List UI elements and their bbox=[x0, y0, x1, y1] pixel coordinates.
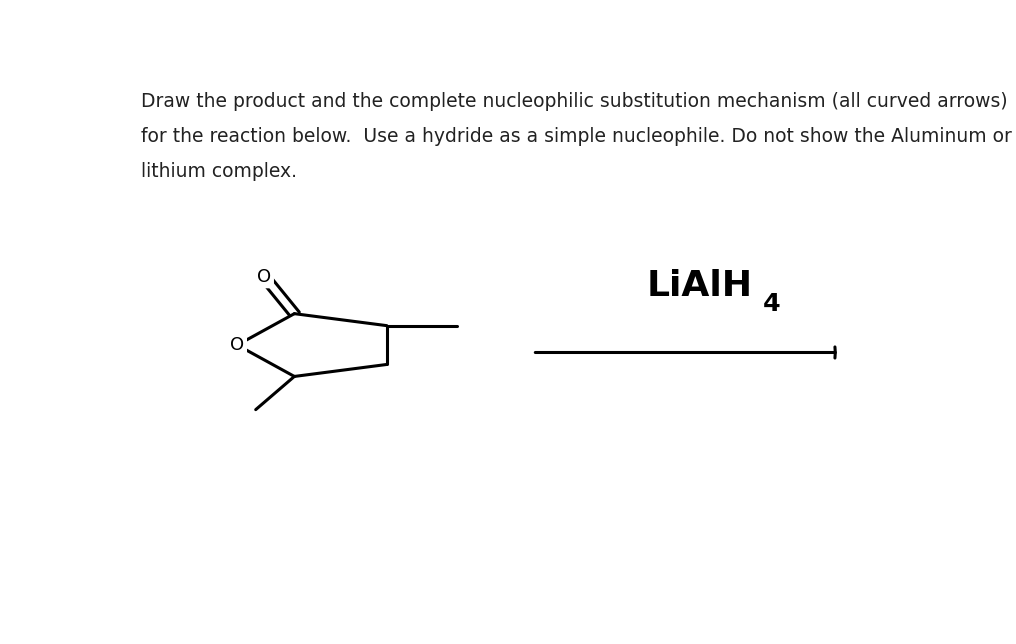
Text: lithium complex.: lithium complex. bbox=[141, 162, 297, 180]
Text: Draw the product and the complete nucleophilic substitution mechanism (all curve: Draw the product and the complete nucleo… bbox=[141, 92, 1008, 111]
Text: for the reaction below.  Use a hydride as a simple nucleophile. Do not show the : for the reaction below. Use a hydride as… bbox=[141, 127, 1012, 146]
Text: LiAlH: LiAlH bbox=[646, 269, 753, 303]
Text: O: O bbox=[257, 268, 271, 285]
Text: O: O bbox=[231, 336, 244, 354]
Text: 4: 4 bbox=[763, 292, 781, 316]
